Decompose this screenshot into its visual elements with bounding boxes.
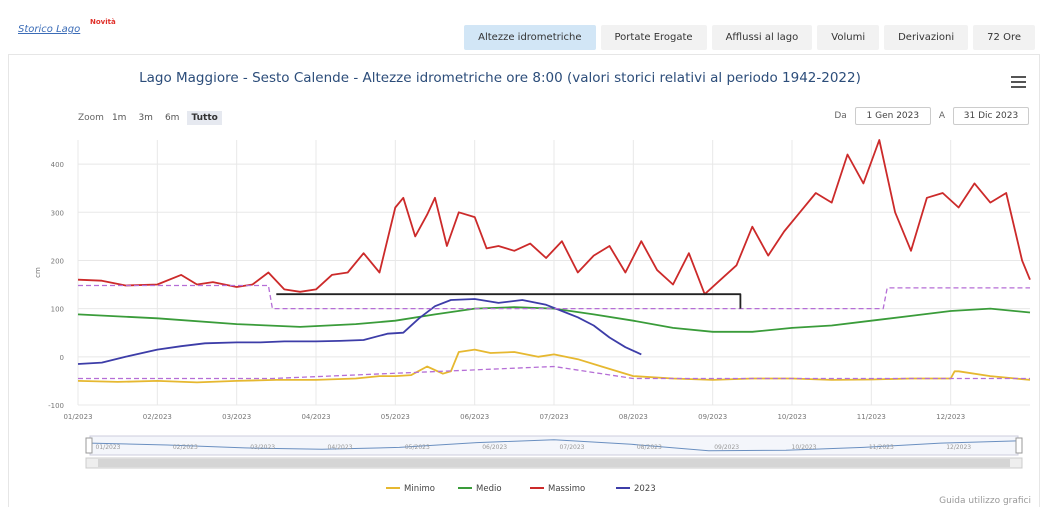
scrollbar-thumb [98,459,1010,467]
x-tick-label: 11/2023 [857,413,886,421]
storico-lago-link[interactable]: Storico Lago [18,24,81,35]
x-tick-label: 09/2023 [698,413,727,421]
series-line-medio [77,306,1031,333]
x-tick-label: 10/2023 [777,413,806,421]
navigator-handle-right [1015,437,1023,454]
tab-derivazioni[interactable]: Derivazioni [884,25,969,50]
x-tick-label: 07/2023 [539,413,568,421]
x-tick-label: 08/2023 [619,413,648,421]
y-tick-label: 0 [60,354,64,362]
series-line-massimo [77,139,1031,296]
to-label: A [938,111,945,121]
zoom-1m-button[interactable]: 1m [111,113,127,123]
x-tick-label: 02/2023 [143,413,172,421]
x-tick-label: 05/2023 [381,413,410,421]
from-label: Da [834,111,847,121]
y-tick-label: 400 [51,161,64,169]
legend-item: Minimo [404,484,435,494]
x-tick-label: 04/2023 [301,413,330,421]
x-tick-label: 03/2023 [222,413,251,421]
zoom-3m-button[interactable]: 3m [138,113,153,123]
navigator-tick-label: 12/2023 [946,444,971,451]
tab-bar: Altezze idrometriche Portate Erogate Aff… [464,25,1035,50]
series-line-soglia [276,293,742,309]
navigator-tick-label: 05/2023 [405,444,430,451]
navigator-tick-label: 09/2023 [714,444,739,451]
zoom-all-button[interactable]: Tutto [187,111,222,125]
legend-item: Massimo [548,484,585,494]
y-tick-label: 300 [51,209,64,217]
series-line-2023 [77,298,642,365]
navigator-tick-label: 06/2023 [482,444,507,451]
tab-altezze[interactable]: Altezze idrometriche [464,25,596,50]
zoom-6m-button[interactable]: 6m [164,113,180,123]
guide-link[interactable]: Guida utilizzo grafici [939,496,1031,506]
x-tick-label: 01/2023 [63,413,92,421]
chart-panel [8,54,1040,507]
navigator-tick-label: 01/2023 [96,444,121,451]
tab-volumi[interactable]: Volumi [817,25,880,50]
navigator-tick-label: 04/2023 [328,444,353,451]
from-date-input[interactable]: 1 Gen 2023 [854,107,931,125]
hamburger-menu-icon[interactable] [1011,76,1026,88]
tab-afflussi[interactable]: Afflussi al lago [711,25,813,50]
navigator-tick-label: 10/2023 [792,444,817,451]
legend-item: 2023 [634,484,656,494]
navigator-tick-label: 02/2023 [173,444,198,451]
zoom-controls: Zoom 1m 3m 6m Tutto [78,111,222,125]
y-tick-label: 100 [51,306,64,314]
x-tick-label: 06/2023 [460,413,489,421]
navigator-tick-label: 07/2023 [560,444,585,451]
chart-title: Lago Maggiore - Sesto Calende - Altezze … [139,70,861,86]
navigator-tick-label: 08/2023 [637,444,662,451]
navigator-series [89,439,1019,452]
zoom-label: Zoom [78,113,104,123]
legend-item: Medio [476,484,502,494]
y-axis-label: cm [34,267,42,278]
x-tick-label: 12/2023 [936,413,965,421]
series-line-minimo [77,348,1031,384]
tab-72-ore[interactable]: 72 Ore [973,25,1035,50]
new-badge: Novità [90,18,116,26]
navigator-tick-label: 03/2023 [250,444,275,451]
y-tick-label: 200 [51,257,64,265]
navigator-tick-label: 11/2023 [869,444,894,451]
date-range-controls: Da 1 Gen 2023 A 31 Dic 2023 [834,107,1029,125]
to-date-input[interactable]: 31 Dic 2023 [953,107,1029,125]
tab-portate[interactable]: Portate Erogate [600,25,707,50]
y-tick-label: -100 [48,402,64,410]
navigator-handle-left [85,437,93,454]
